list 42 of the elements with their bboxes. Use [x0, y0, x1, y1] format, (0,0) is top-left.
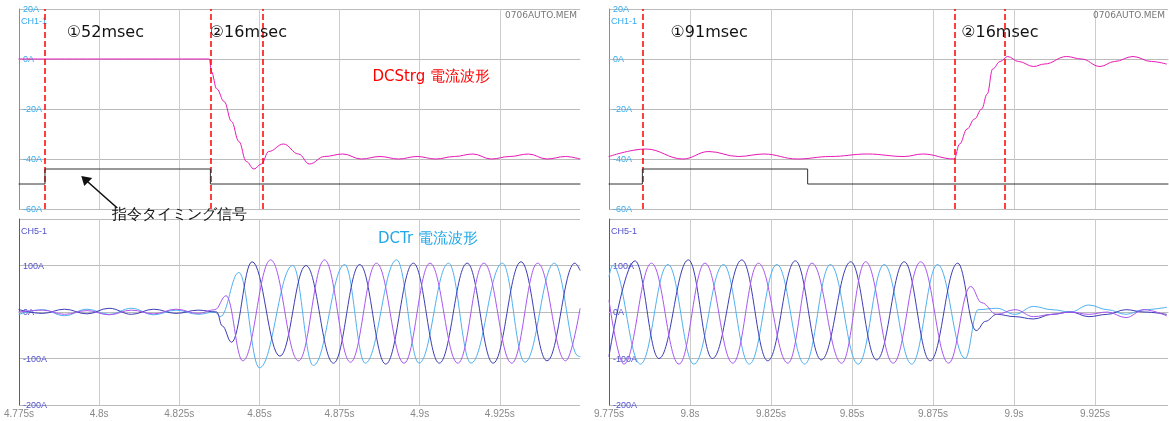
y-tick-label: -100A — [23, 353, 48, 364]
y-tick-label: 100A — [23, 260, 45, 271]
y-tick-label: -200A — [613, 400, 638, 410]
annotation: ②16msec — [961, 22, 1039, 42]
y-tick-label: -20A — [613, 104, 633, 114]
x-tick-label: 9.9s — [1004, 407, 1024, 419]
y-axis-title: CH1-1 — [611, 15, 638, 26]
x-tick-label: 4.875s — [324, 407, 355, 419]
y-axis-title: CH5-1 — [611, 225, 638, 236]
x-tick-label: 4.8s — [89, 407, 109, 419]
x-tick-label: 9.85s — [839, 407, 865, 419]
y-tick-label: 0A — [613, 54, 625, 64]
x-tick-label: 9.8s — [680, 407, 700, 419]
y-tick-label: -60A — [23, 204, 43, 214]
y-axis-title: CH1-1 — [21, 15, 48, 26]
y-tick-label: -20A — [23, 104, 43, 114]
x-tick-label: 4.825s — [164, 407, 195, 419]
y-tick-label: -200A — [23, 400, 48, 410]
annotation: 0706AUTO.MEM — [1093, 10, 1165, 20]
annotation: ①91msec — [670, 22, 748, 42]
line-series — [18, 58, 581, 170]
y-tick-label: 20A — [23, 4, 40, 14]
y-tick-label: -60A — [613, 204, 633, 214]
annotation: DCTr 電流波形 — [378, 229, 478, 248]
x-tick-label: 9.925s — [1080, 407, 1111, 419]
x-tick-label: 9.875s — [918, 407, 949, 419]
x-tick-label: 9.825s — [756, 407, 787, 419]
y-tick-label: -40A — [23, 154, 43, 164]
x-tick-label: 9.775s — [593, 407, 625, 419]
x-tick-label: 4.9s — [410, 407, 430, 419]
annotation: ②16msec — [209, 22, 287, 42]
line-series — [608, 56, 1167, 160]
annotation: DCStrg 電流波形 — [372, 66, 491, 85]
y-tick-label: 20A — [613, 4, 630, 14]
x-tick-label: 4.775s — [3, 407, 35, 419]
y-axis-title: CH5-1 — [21, 225, 48, 236]
annotation: 指令タイミング信号 — [112, 205, 248, 223]
annotation: 0706AUTO.MEM — [505, 10, 577, 20]
y-tick-label: -40A — [613, 154, 633, 164]
x-tick-label: 4.925s — [484, 407, 515, 419]
annotation: ①52msec — [66, 22, 144, 42]
x-tick-label: 4.85s — [247, 407, 272, 419]
